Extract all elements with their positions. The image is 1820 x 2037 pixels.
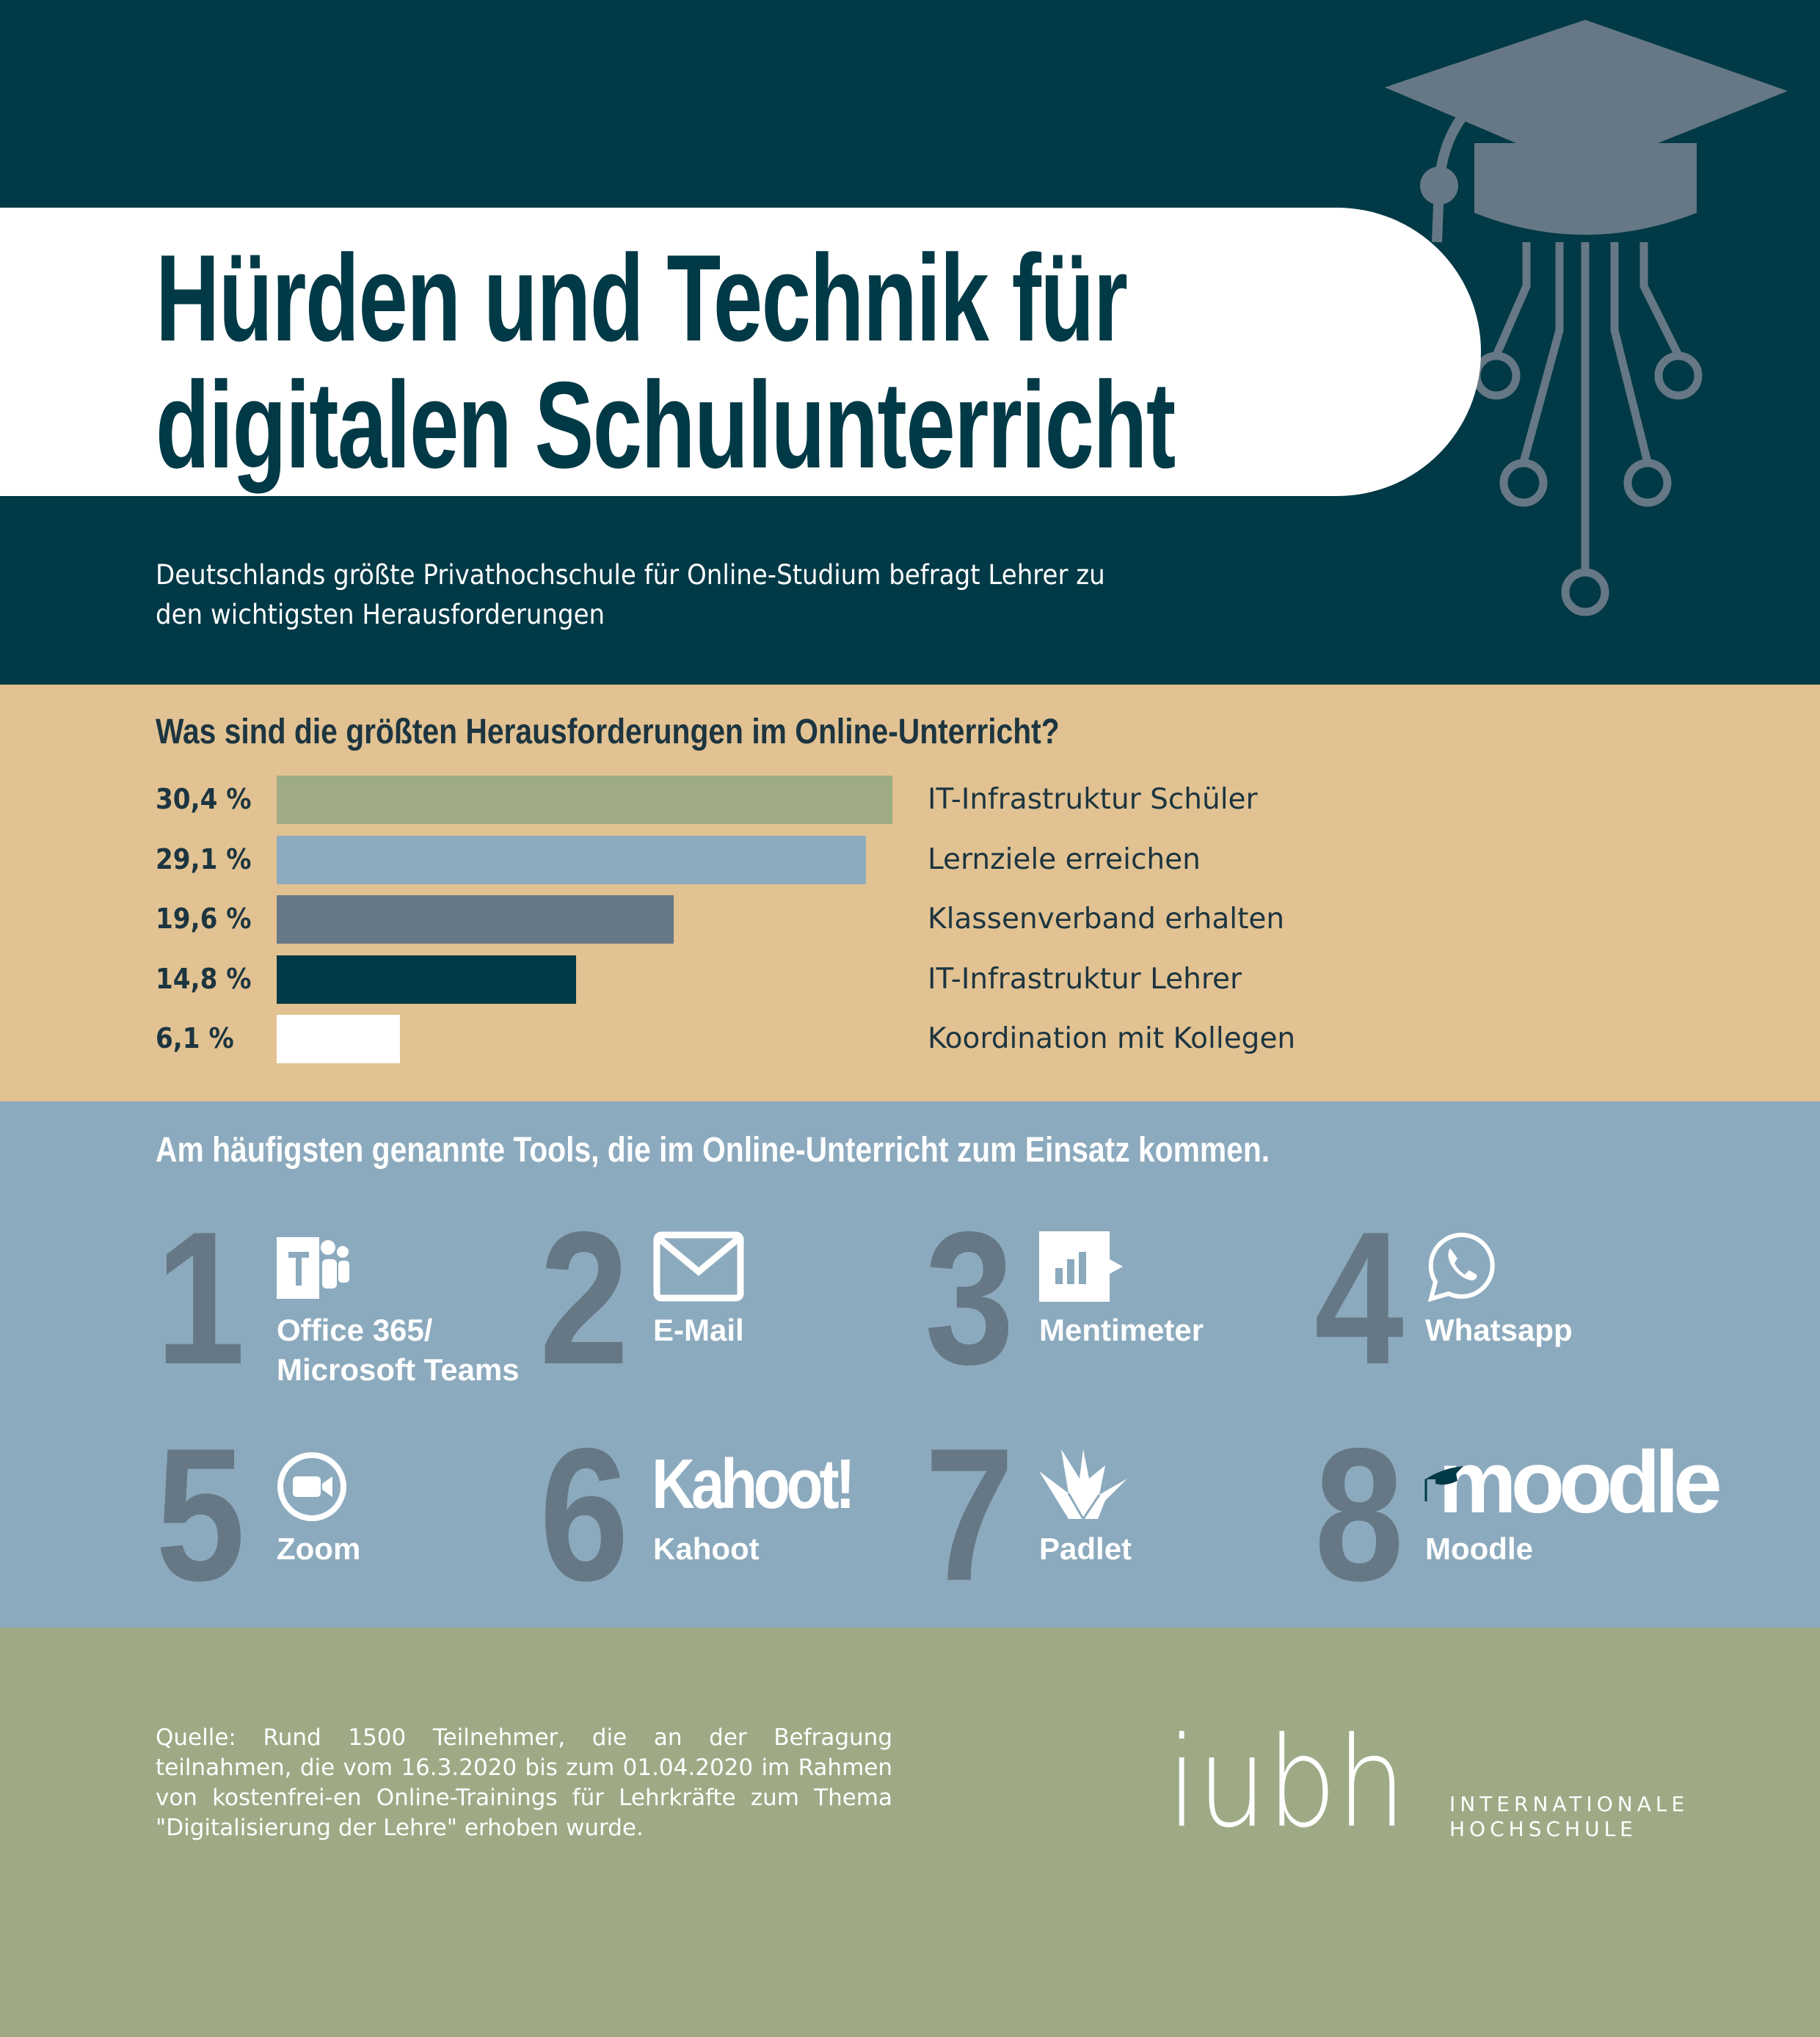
rank-number: 2 xyxy=(539,1192,629,1404)
rank-number: 8 xyxy=(1314,1408,1404,1620)
tool-label: Kahoot xyxy=(653,1531,760,1566)
iubh-logo: iubh xyxy=(1167,1710,1407,1856)
rank-number: 6 xyxy=(539,1408,629,1620)
bar xyxy=(277,1015,401,1063)
bar-value-label: 30,4 % xyxy=(156,783,252,815)
bar xyxy=(277,835,867,884)
subtitle-line1: Deutschlands größte Privathochschule für… xyxy=(156,559,1105,591)
bar-value-label: 19,6 % xyxy=(156,903,252,935)
bar-category-label: Koordination mit Kollegen xyxy=(928,1022,1296,1055)
tool-label: Padlet xyxy=(1039,1531,1132,1566)
graduation-cap-circuit-icon xyxy=(1385,20,1788,616)
mail-icon xyxy=(653,1231,744,1302)
bar xyxy=(277,895,674,944)
bar-value-label: 14,8 % xyxy=(156,962,252,995)
bar-category-label: IT-Infrastruktur Lehrer xyxy=(928,962,1242,996)
bar-value-label: 29,1 % xyxy=(156,842,252,875)
logo-subtitle-line2: HOCHSCHULE xyxy=(1449,1817,1637,1841)
rank-number: 5 xyxy=(156,1408,245,1620)
tools-heading: Am häufigsten genannte Tools, die im Onl… xyxy=(156,1131,1270,1170)
whatsapp-icon xyxy=(1427,1232,1495,1302)
tool-label: Office 365/ xyxy=(277,1313,433,1347)
teams-icon xyxy=(277,1237,349,1299)
tool-label: Mentimeter xyxy=(1039,1313,1204,1347)
moodle-cap-icon xyxy=(1424,1466,1463,1501)
tool-label: Zoom xyxy=(277,1531,361,1566)
tools-section xyxy=(0,1101,1820,1628)
bar-category-label: Lernziele erreichen xyxy=(928,842,1201,876)
rank-number: 3 xyxy=(925,1192,1014,1404)
zoom-icon xyxy=(277,1452,346,1521)
kahoot-logo: Kahoot! xyxy=(652,1445,856,1523)
logo-subtitle-line1: INTERNATIONALE xyxy=(1449,1792,1689,1816)
bar-category-label: IT-Infrastruktur Schüler xyxy=(928,783,1258,816)
bar xyxy=(277,776,893,824)
bar-value-label: 6,1 % xyxy=(156,1022,234,1054)
rank-number: 7 xyxy=(925,1408,1014,1620)
page-title-line2: digitalen Schulunterricht xyxy=(156,356,1176,494)
tool-label: Moodle xyxy=(1425,1531,1533,1566)
chart-title: Was sind die größten Herausforderungen i… xyxy=(156,713,1060,751)
source-note: Quelle: Rund 1500 Teilnehmer, die an der… xyxy=(156,1724,892,1841)
moodle-logo: moodle xyxy=(1438,1433,1722,1531)
rank-number: 1 xyxy=(156,1192,245,1404)
tool-label: Whatsapp xyxy=(1425,1313,1573,1347)
bar xyxy=(277,955,577,1004)
rank-number: 4 xyxy=(1314,1192,1404,1404)
tool-label: E-Mail xyxy=(653,1313,744,1347)
padlet-icon xyxy=(1039,1449,1127,1521)
tool-label-line2: Microsoft Teams xyxy=(277,1352,520,1387)
bar-category-label: Klassenverband erhalten xyxy=(928,903,1285,936)
page-title-line1: Hürden und Technik für xyxy=(156,229,1128,367)
subtitle-line2: den wichtigsten Herausforderungen xyxy=(156,599,605,630)
title-banner xyxy=(0,208,1481,496)
mentimeter-icon xyxy=(1039,1231,1123,1302)
